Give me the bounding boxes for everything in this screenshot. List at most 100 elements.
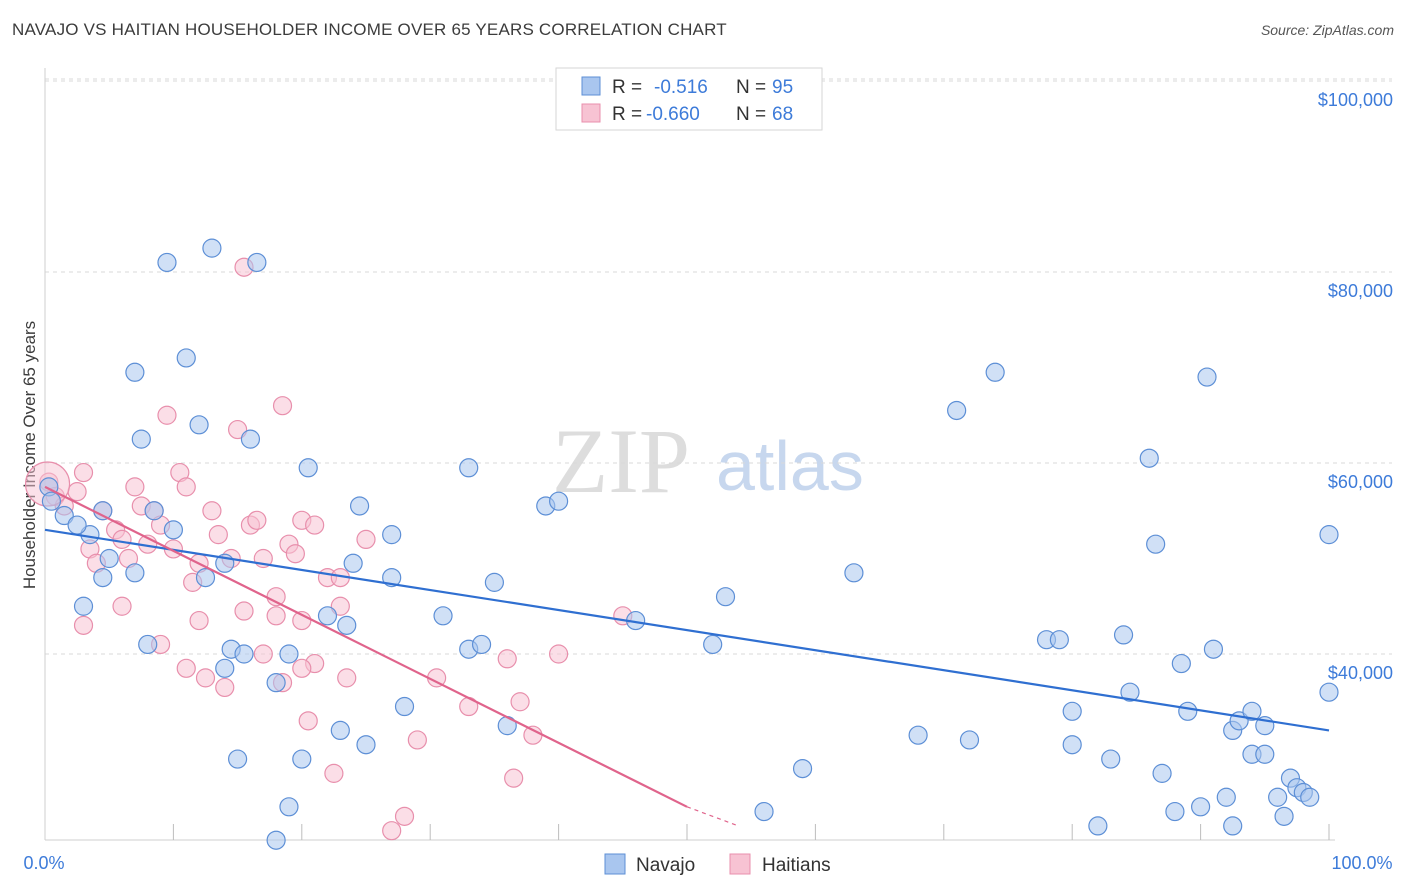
y-tick-label: $80,000 [1328,281,1393,301]
haitians-point [234,601,254,621]
navajo-n-label: N = [736,77,766,98]
navajo-point [1178,701,1198,721]
haitians-point [497,649,517,669]
navajo-point [215,658,235,678]
trend-lines [44,485,1330,827]
haitians-point [67,482,87,502]
navajo-point [985,362,1005,382]
navajo-point [349,496,370,516]
x-tick-label-max: 100.0% [1331,853,1392,873]
navajo-point [1049,630,1069,650]
navajo-point [433,606,453,626]
haitians-point [195,668,216,688]
x-axis-ticks [172,824,1330,840]
haitians-point [394,806,415,826]
legend-haitians-label: Haitians [762,855,831,876]
navajo-point [1255,744,1275,764]
navajo-point [1139,448,1159,468]
haitians-point [330,596,350,616]
navajo-point [1120,682,1140,702]
navajo-point [279,644,299,664]
haitians-point [112,529,132,550]
haitians-point [292,658,312,678]
haitians-point [208,525,228,545]
navajo-point [382,525,402,545]
haitians-r-value: -0.660 [646,104,700,125]
y-axis-tick-labels: $40,000 $60,000 $80,000 $100,000 [1318,90,1393,683]
navajo-point [343,553,363,573]
navajo-point [1319,525,1339,545]
navajo-point [125,563,145,583]
haitians-point [189,610,209,631]
navajo-point [908,725,928,745]
navajo-point [947,400,967,421]
haitians-point [285,544,305,564]
navajo-point [93,501,113,521]
haitians-point [112,596,132,616]
navajo-point [715,587,736,607]
navajo-point [125,362,145,382]
navajo-point [317,606,338,626]
haitians-point [298,711,318,731]
navajo-point [1203,639,1224,659]
navajo-point [247,252,267,273]
haitians-point [548,644,569,664]
navajo-point [1268,787,1288,807]
chart-title: NAVAJO VS HAITIAN HOUSEHOLDER INCOME OVE… [12,20,727,39]
navajo-point [1146,534,1166,554]
haitians-point [247,510,267,530]
haitians-n-label: N = [736,104,766,125]
navajo-points [39,238,1339,850]
navajo-point [176,348,196,368]
haitians-point [337,668,357,688]
navajo-point [394,696,415,717]
haitians-point [176,658,196,678]
navajo-point [1088,816,1108,836]
legend-haitians-swatch [729,853,751,875]
navajo-point [1113,625,1134,645]
haitians-point [253,644,273,664]
axes [44,68,1335,841]
y-tick-label: $40,000 [1328,663,1393,683]
haitians-point [73,462,94,483]
navajo-swatch [581,76,601,96]
haitians-point [266,606,286,626]
navajo-point [1101,749,1121,769]
haitians-point [228,419,248,440]
navajo-point [73,596,94,616]
navajo-point [41,491,62,511]
navajo-point [1197,367,1217,387]
haitians-n-value: 68 [772,104,793,125]
navajo-point [548,491,569,511]
navajo-point [240,429,261,449]
navajo-point [382,567,402,588]
navajo-point [356,735,376,755]
haitians-point [215,677,235,698]
navajo-point [144,501,164,521]
y-tick-label: $100,000 [1318,90,1393,110]
navajo-point [792,758,813,779]
haitians-point [202,501,222,521]
haitians-point [510,692,530,712]
stats-legend: R = -0.516 N = 95 R = -0.660 N = 68 [555,67,823,131]
navajo-point [266,830,286,850]
navajo-point [195,567,216,588]
haitians-point [73,615,94,635]
navajo-point [1242,701,1262,721]
haitians-point [382,821,402,841]
navajo-r-value: -0.516 [654,77,708,98]
navajo-point [54,505,74,526]
source-credit: Source: ZipAtlas.com [1260,22,1394,38]
navajo-n-value: 95 [772,77,793,98]
haitians-points [24,257,633,841]
watermark-atlas: atlas [716,427,864,505]
haitians-r-label: R = [612,104,642,125]
haitians-point [125,477,145,497]
navajo-point [234,644,254,664]
navajo-point [1171,653,1191,674]
navajo-point [228,749,248,769]
navajo-point [1274,806,1294,826]
y-axis-label: Householder Income Over 65 years [20,321,39,589]
navajo-point [99,548,119,569]
